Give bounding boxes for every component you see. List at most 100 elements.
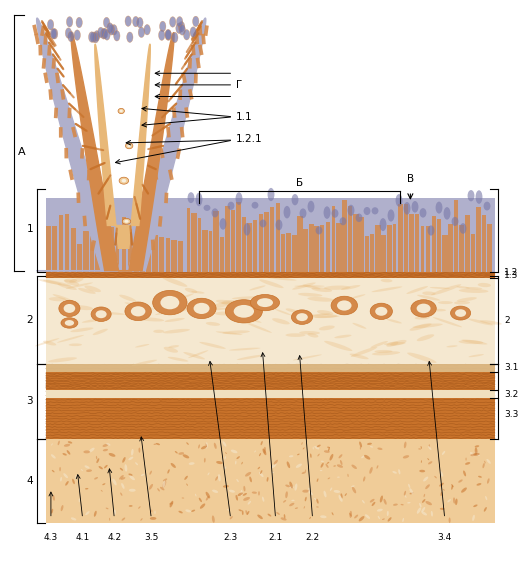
Ellipse shape [38, 279, 62, 285]
Ellipse shape [153, 329, 164, 333]
Bar [46, 399, 495, 439]
Ellipse shape [51, 443, 52, 446]
Ellipse shape [404, 491, 406, 496]
Ellipse shape [160, 21, 166, 31]
Ellipse shape [360, 446, 361, 449]
Ellipse shape [324, 286, 350, 290]
Bar [42, 58, 46, 69]
Ellipse shape [460, 223, 466, 234]
Ellipse shape [183, 30, 190, 40]
Bar [87, 170, 91, 180]
Ellipse shape [410, 323, 431, 331]
Ellipse shape [315, 226, 322, 235]
Bar [264, 212, 269, 272]
Ellipse shape [293, 354, 322, 360]
Bar [60, 89, 65, 100]
Ellipse shape [141, 474, 145, 476]
Ellipse shape [212, 489, 218, 493]
Ellipse shape [216, 300, 238, 305]
Ellipse shape [138, 27, 145, 38]
Text: 1.2.1: 1.2.1 [236, 134, 262, 144]
Ellipse shape [276, 512, 280, 515]
Ellipse shape [137, 17, 143, 28]
Text: 2.2: 2.2 [305, 533, 320, 542]
Ellipse shape [49, 297, 66, 301]
Ellipse shape [191, 291, 205, 293]
Bar [46, 372, 495, 390]
Ellipse shape [297, 453, 299, 455]
Ellipse shape [260, 219, 267, 228]
Ellipse shape [415, 316, 430, 320]
Ellipse shape [231, 450, 237, 453]
Bar [359, 217, 364, 272]
Ellipse shape [119, 177, 129, 184]
Ellipse shape [260, 470, 262, 474]
Ellipse shape [104, 465, 108, 469]
Text: 3.3: 3.3 [504, 410, 518, 418]
Ellipse shape [245, 322, 272, 333]
Ellipse shape [50, 29, 57, 39]
Ellipse shape [312, 288, 332, 292]
Ellipse shape [187, 484, 188, 486]
Bar [94, 193, 99, 204]
Ellipse shape [259, 472, 263, 477]
Ellipse shape [60, 477, 62, 481]
Ellipse shape [162, 481, 166, 488]
Bar [46, 364, 495, 372]
Ellipse shape [377, 448, 383, 450]
Ellipse shape [421, 512, 427, 516]
Ellipse shape [229, 489, 235, 493]
Ellipse shape [422, 292, 436, 295]
Ellipse shape [387, 511, 388, 516]
Text: 2.3: 2.3 [224, 533, 238, 542]
Text: 4.1: 4.1 [75, 533, 90, 542]
Bar [46, 364, 495, 372]
Ellipse shape [453, 498, 455, 503]
Ellipse shape [476, 483, 481, 485]
Ellipse shape [204, 205, 210, 211]
Ellipse shape [313, 446, 314, 450]
Ellipse shape [113, 31, 120, 41]
Bar [448, 224, 453, 272]
Bar [259, 214, 263, 272]
Bar [142, 216, 147, 228]
Ellipse shape [478, 283, 491, 287]
Ellipse shape [121, 517, 125, 521]
Bar [51, 58, 56, 69]
Ellipse shape [421, 507, 425, 512]
Ellipse shape [67, 450, 70, 455]
Ellipse shape [390, 340, 407, 346]
Bar [191, 213, 197, 272]
Ellipse shape [387, 319, 402, 324]
Ellipse shape [349, 513, 352, 517]
Text: 2: 2 [504, 315, 509, 325]
Ellipse shape [185, 288, 197, 293]
Ellipse shape [413, 324, 443, 328]
Ellipse shape [470, 452, 475, 456]
Ellipse shape [387, 210, 394, 222]
Ellipse shape [419, 503, 421, 508]
Ellipse shape [295, 508, 298, 509]
Ellipse shape [69, 343, 82, 346]
Ellipse shape [68, 441, 72, 443]
Ellipse shape [135, 317, 164, 321]
Ellipse shape [393, 503, 398, 506]
Ellipse shape [268, 188, 275, 201]
Ellipse shape [307, 201, 314, 212]
Ellipse shape [122, 218, 131, 224]
Bar [487, 223, 492, 272]
Ellipse shape [120, 492, 122, 496]
Ellipse shape [85, 488, 89, 489]
Ellipse shape [167, 357, 188, 361]
Ellipse shape [262, 449, 267, 455]
Ellipse shape [227, 202, 234, 210]
Ellipse shape [402, 518, 404, 522]
Ellipse shape [296, 464, 302, 468]
Ellipse shape [206, 322, 220, 326]
Text: Г: Г [236, 80, 242, 90]
Bar [54, 108, 58, 118]
Ellipse shape [350, 354, 369, 359]
Ellipse shape [376, 465, 378, 469]
Ellipse shape [462, 339, 487, 345]
Bar [242, 217, 246, 272]
